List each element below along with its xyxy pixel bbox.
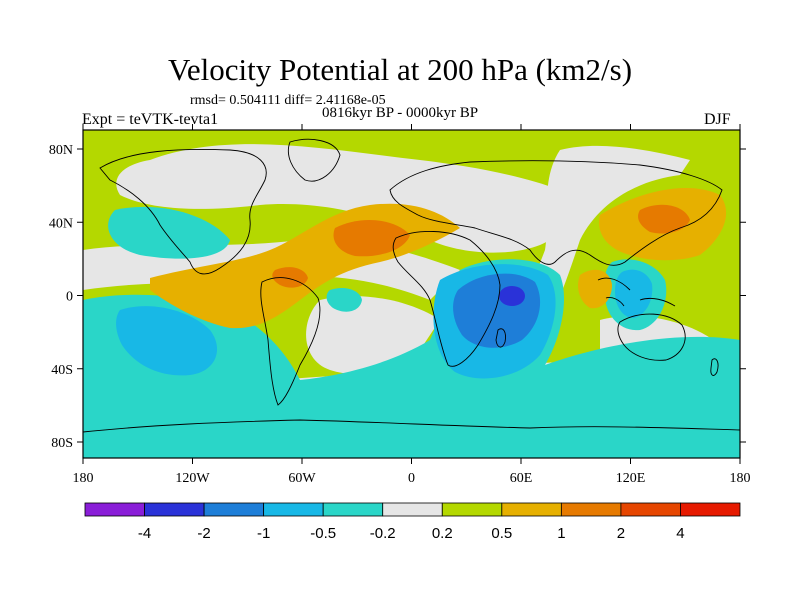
lat-tick-label: 0	[66, 290, 73, 305]
colorbar-swatch	[620, 502, 681, 517]
lon-tick-label: 0	[408, 471, 415, 486]
lon-tick-label: 120E	[616, 471, 646, 486]
colorbar-label: -0.5	[310, 525, 336, 542]
colorbar-swatch	[441, 502, 503, 517]
period-label: 0816kyr BP - 0000kyr BP	[322, 105, 479, 121]
colorbar-swatch	[382, 502, 443, 517]
experiment-label: Expt = teVTK-tevta1	[82, 111, 219, 128]
colorbar-label: -2	[197, 525, 210, 542]
contour-field	[83, 130, 740, 458]
lat-tick-label: 40S	[51, 363, 73, 378]
colorbar-label: 0.2	[432, 525, 453, 542]
plot-title: Velocity Potential at 200 hPa (km2/s)	[167, 52, 633, 87]
colorbar-label: -4	[138, 525, 151, 542]
colorbar-swatch	[560, 502, 622, 517]
colorbar-labels: -4 -2 -1 -0.5 -0.2 0.2 0.5 1 2 4	[138, 525, 685, 542]
tick-labels: 180 120W 60W 0 60E 120E 180 80N 40N 0 40S 80S	[49, 143, 751, 486]
colorbar-label: -1	[257, 525, 270, 542]
lon-tick-label: 60W	[288, 471, 316, 486]
colorbar-swatch	[501, 502, 562, 517]
stats-label: rmsd= 0.504111 diff= 2.41168e-05	[190, 93, 386, 108]
colorbar-label: 4	[676, 525, 684, 542]
colorbar-label: 1	[557, 525, 565, 542]
colorbar-swatch	[680, 502, 741, 517]
lon-tick-label: 180	[730, 471, 751, 486]
colorbar-label: 0.5	[491, 525, 512, 542]
lat-tick-label: 40N	[49, 216, 73, 231]
colorbar-swatch	[144, 502, 205, 517]
season-label: DJF	[704, 111, 731, 128]
lat-tick-label: 80S	[51, 436, 73, 451]
tick-marks	[77, 124, 746, 464]
coastlines	[83, 138, 740, 433]
lat-tick-label: 80N	[49, 143, 73, 158]
colorbar	[84, 502, 741, 517]
colorbar-swatch	[84, 502, 145, 517]
colorbar-label: 2	[617, 525, 625, 542]
colorbar-swatch	[322, 502, 384, 517]
lon-tick-label: 60E	[510, 471, 533, 486]
lon-tick-label: 180	[73, 471, 94, 486]
lon-tick-label: 120W	[175, 471, 210, 486]
colorbar-label: -0.2	[370, 525, 396, 542]
colorbar-swatch	[263, 502, 324, 517]
colorbar-swatch	[203, 502, 265, 517]
